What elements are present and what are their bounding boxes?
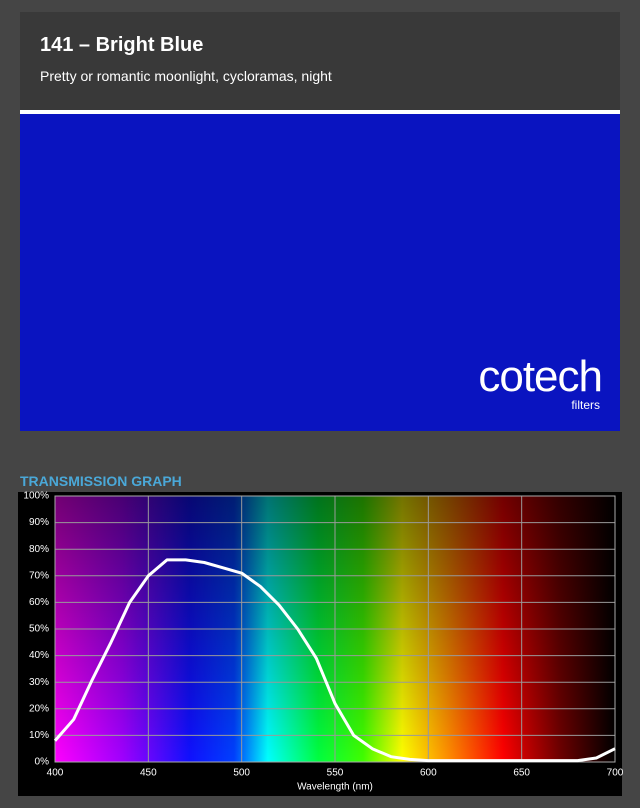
subtitle: Pretty or romantic moonlight, cycloramas…: [40, 68, 332, 84]
y-tick-label: 60%: [29, 597, 49, 608]
x-tick-label: 650: [513, 768, 530, 779]
x-tick-label: 450: [140, 768, 157, 779]
header: 141 – Bright Blue Pretty or romantic moo…: [20, 12, 620, 110]
x-tick-label: 400: [47, 768, 64, 779]
section-title: TRANSMISSION GRAPH: [20, 473, 182, 489]
color-swatch: cotech filters: [20, 114, 620, 431]
divider: [20, 110, 620, 114]
y-tick-label: 0%: [35, 757, 50, 768]
logo: cotech: [478, 352, 603, 401]
y-tick-label: 40%: [29, 650, 49, 661]
transmission-line: [53, 558, 616, 763]
y-tick-label: 50%: [29, 624, 49, 635]
x-tick-label: 500: [233, 768, 250, 779]
y-tick-label: 90%: [29, 517, 49, 528]
x-tick-label: 550: [327, 768, 344, 779]
x-axis-title: Wavelength (nm): [297, 782, 373, 793]
logo-sub: filters: [571, 398, 600, 412]
plot-border: [54, 495, 616, 763]
y-tick-label: 70%: [29, 570, 49, 581]
x-tick-label: 700: [607, 768, 624, 779]
title: 141 – Bright Blue: [40, 34, 204, 56]
y-tick-label: 80%: [29, 544, 49, 555]
y-tick-label: 20%: [29, 703, 49, 714]
x-tick-label: 600: [420, 768, 437, 779]
y-tick-label: 30%: [29, 677, 49, 688]
y-tick-label: 100%: [23, 491, 49, 502]
y-tick-label: 10%: [29, 730, 49, 741]
